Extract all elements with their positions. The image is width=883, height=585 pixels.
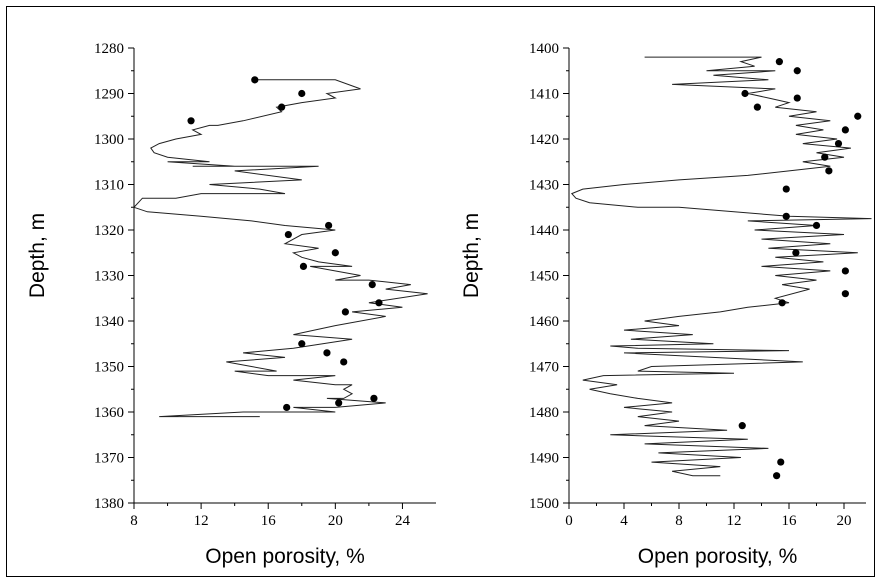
- chart-1-y-axis-title: Depth, m: [26, 213, 49, 298]
- chart-2-y-tick-label: 1440: [529, 223, 559, 239]
- chart-2-core-sample-point: [792, 249, 800, 257]
- chart-2-y-tick-label: 1430: [529, 178, 559, 194]
- chart-1-x-axis-title: Open porosity, %: [205, 545, 365, 568]
- chart-1-y-tick-label: 1280: [94, 41, 124, 57]
- chart-1-core-sample-point: [299, 262, 308, 270]
- chart-1-core-sample-point: [278, 103, 286, 111]
- chart-2-y-tick-label: 1470: [529, 360, 559, 376]
- chart-2-core-sample-point: [841, 267, 849, 275]
- chart-1-core-sample-point: [341, 308, 349, 316]
- chart-1-core-sample-point: [370, 394, 378, 402]
- chart-2-core-sample-point: [812, 221, 821, 230]
- chart-2-y-tick-label: 1500: [529, 496, 559, 512]
- chart-2-core-sample-point: [854, 112, 862, 120]
- chart-1-core-sample-point: [298, 89, 306, 98]
- chart-1-core-sample-point: [340, 358, 348, 366]
- chart-2-core-sample-point: [793, 67, 801, 75]
- chart-1-y-tick-label: 1370: [94, 451, 124, 467]
- chart-2-y-tick-label: 1420: [529, 132, 559, 148]
- chart-1-core-sample-point: [251, 76, 259, 84]
- chart-2-x-tick-label: 12: [727, 513, 742, 529]
- chart-2-core-sample-point: [741, 89, 749, 98]
- chart-2-core-sample-point: [777, 458, 785, 466]
- chart-2-core-sample-point: [841, 290, 849, 298]
- chart-2-y-tick-label: 1450: [529, 269, 559, 285]
- chart-1-y-tick-label: 1380: [94, 496, 124, 512]
- figure-frame: [6, 6, 875, 577]
- chart-2-core-sample-point: [825, 167, 833, 175]
- chart-2-porosity-log-line: [570, 56, 872, 477]
- chart-2-core-sample-point: [753, 103, 761, 111]
- chart-2-x-tick-label: 0: [565, 513, 573, 529]
- chart-1-core-sample-point: [368, 281, 376, 289]
- chart-2-x-tick-label: 16: [782, 513, 798, 529]
- chart-1-y-tick-label: 1340: [94, 314, 124, 330]
- chart-1-core-sample-point: [331, 249, 339, 257]
- chart-1-x-tick-label: 20: [328, 513, 343, 529]
- chart-2-x-tick-label: 20: [837, 513, 852, 529]
- chart-2-y-tick-label: 1400: [529, 41, 559, 57]
- chart-1-core-sample-point: [298, 340, 306, 348]
- chart-2-y-tick-label: 1490: [529, 451, 559, 467]
- chart-1-y-tick-label: 1330: [94, 269, 124, 285]
- chart-1-core-sample-point: [335, 399, 343, 407]
- chart-2-x-tick-label: 4: [620, 513, 628, 529]
- chart-2-core-sample-point: [821, 153, 829, 161]
- chart-1-core-sample-point: [325, 221, 333, 230]
- chart-1-y-tick-label: 1310: [94, 178, 124, 194]
- chart-1-x-tick-label: 8: [130, 513, 138, 529]
- chart-2-core-sample-point: [775, 58, 783, 66]
- chart-2-y-tick-label: 1410: [529, 87, 559, 103]
- chart-1-y-tick-label: 1320: [94, 223, 124, 239]
- chart-2-core-sample-point: [834, 139, 843, 148]
- chart-1-x-tick-label: 16: [261, 513, 277, 529]
- chart-2-core-sample-point: [782, 212, 790, 220]
- chart-2-core-sample-point: [738, 422, 746, 430]
- chart-1-core-sample-point: [187, 117, 195, 125]
- chart-2-core-sample-point: [841, 126, 849, 134]
- chart-2-y-axis-title: Depth, m: [460, 213, 483, 298]
- chart-2-core-sample-point: [782, 185, 790, 193]
- chart-1-porosity-log-line: [133, 79, 428, 418]
- chart-2-y-tick-label: 1480: [529, 405, 559, 421]
- chart-2-x-tick-label: 8: [675, 513, 683, 529]
- chart-1-y-tick-label: 1300: [94, 132, 124, 148]
- chart-1-core-sample-point: [283, 403, 291, 412]
- chart-2-core-sample-point: [778, 299, 786, 307]
- chart-1-y-tick-label: 1350: [94, 360, 124, 376]
- chart-1-x-tick-label: 24: [395, 513, 411, 529]
- chart-2-core-sample-point: [773, 472, 781, 480]
- chart-2-x-axis-title: Open porosity, %: [638, 545, 798, 568]
- chart-2-core-sample-point: [793, 94, 801, 102]
- chart-1-core-sample-point: [375, 299, 383, 307]
- chart-1-x-tick-label: 12: [194, 513, 209, 529]
- chart-1-core-sample-point: [323, 349, 331, 357]
- chart-1-y-tick-label: 1290: [94, 87, 124, 103]
- chart-1-core-sample-point: [284, 230, 292, 239]
- chart-1-y-tick-label: 1360: [94, 405, 124, 421]
- chart-2-y-tick-label: 1460: [529, 314, 559, 330]
